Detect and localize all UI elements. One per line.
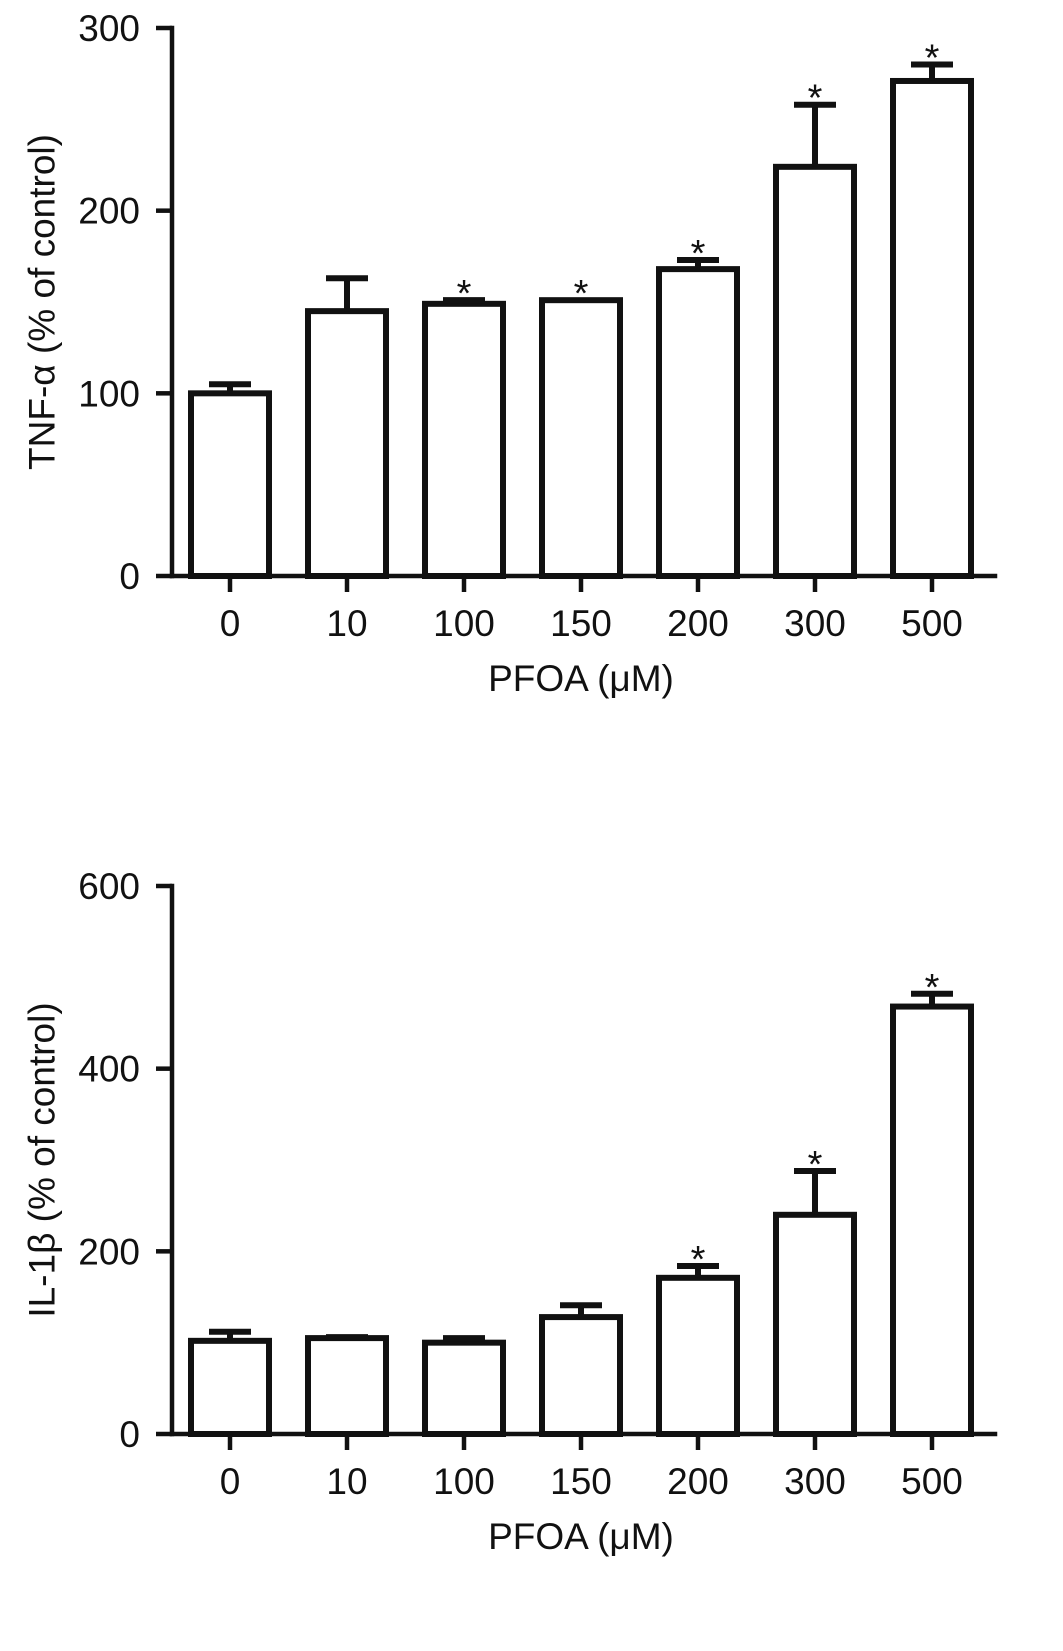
x-tick-label: 100 [433,1461,495,1502]
significance-marker: * [925,38,940,80]
x-tick-label: 200 [667,1461,729,1502]
y-axis-title: TNF-α (% of control) [22,134,63,470]
bar [188,1337,272,1437]
significance-marker: * [691,233,706,275]
bar [305,308,389,579]
bar [539,1314,623,1438]
x-tick-label: 0 [220,603,241,644]
y-tick-label: 0 [119,556,140,597]
significance-marker: * [808,78,823,120]
y-tick-label: 100 [78,373,140,414]
bar [890,1003,974,1437]
bar [890,77,974,580]
x-tick-label: 150 [550,603,612,644]
bar [422,1339,506,1437]
x-tick-label: 10 [326,1461,367,1502]
x-axis-title: PFOA (μM) [488,658,674,699]
significance-marker: * [457,273,472,315]
bar [188,390,272,580]
x-tick-label: 300 [784,1461,846,1502]
y-axis-title: IL-1β (% of control) [22,1002,63,1317]
x-tick-label: 300 [784,603,846,644]
x-tick-label: 500 [901,1461,963,1502]
y-tick-label: 200 [78,1231,140,1272]
y-tick-label: 400 [78,1049,140,1090]
significance-marker: * [925,967,940,1009]
bar [656,266,740,579]
significance-marker: * [574,273,589,315]
bar [773,163,857,579]
x-tick-label: 200 [667,603,729,644]
y-tick-label: 300 [78,8,140,49]
y-tick-label: 0 [119,1414,140,1455]
bar [422,300,506,579]
significance-marker: * [808,1144,823,1186]
bar [539,297,623,579]
bar [656,1274,740,1437]
il-1beta-chart: * * * 0 200 400 600 0 10 100 150 200 300 500 PFOA (μM)… [22,866,998,1557]
y-tick-label: 600 [78,866,140,907]
x-tick-label: 100 [433,603,495,644]
significance-marker: * [691,1239,706,1281]
bar [773,1211,857,1438]
y-tick-label: 200 [78,191,140,232]
bar [305,1335,389,1437]
x-tick-label: 0 [220,1461,241,1502]
tnf-alpha-chart: * * * * * 0 100 200 300 0 10 100 150 200 300 500 PFOA (μ… [22,8,998,699]
x-tick-label: 10 [326,603,367,644]
x-tick-label: 500 [901,603,963,644]
x-tick-label: 150 [550,1461,612,1502]
x-axis-title: PFOA (μM) [488,1516,674,1557]
